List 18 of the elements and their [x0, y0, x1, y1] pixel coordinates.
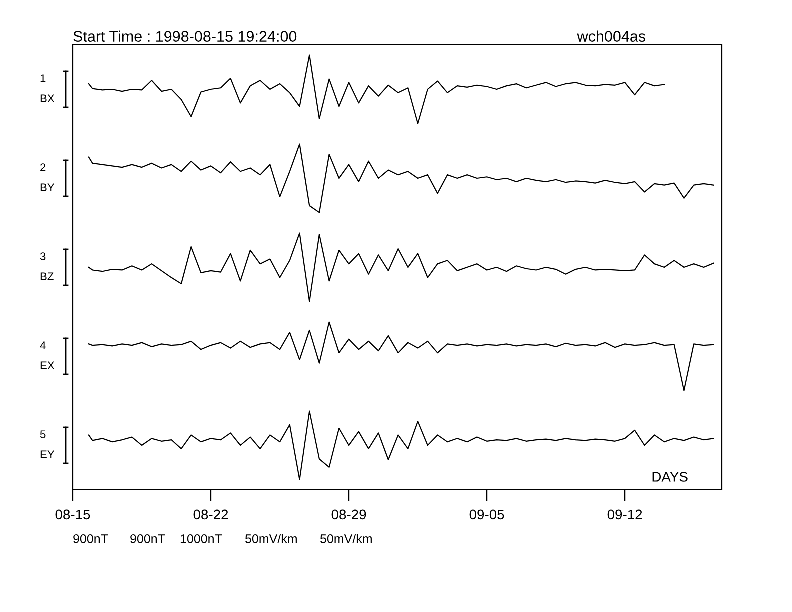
text: 900nT: [130, 534, 166, 544]
x-tick-label: 08-15: [56, 510, 90, 520]
y-axis-title: 1 BX: [40, 74, 55, 102]
y-axis-title: 5 EY: [40, 430, 55, 458]
chart-title: Start Time : 1998-08-15 19:24:00: [74, 30, 297, 42]
text: 50mV/km: [320, 534, 372, 544]
x-tick-label: 08-22: [194, 510, 228, 520]
y-axis-title: 3 BZ: [40, 252, 54, 280]
y-axis-title: 2 BY: [40, 164, 55, 192]
chart-subtitle: wch004as: [577, 30, 646, 42]
y-axis-title: 4 EX: [40, 342, 55, 370]
x-axis-title: DAYS: [652, 472, 688, 482]
x-tick-label: 09-05: [470, 510, 504, 520]
x-tick-label: 09-12: [608, 510, 642, 520]
text: 900nT: [74, 534, 108, 544]
x-tick-label: 08-29: [332, 510, 366, 520]
text: 1000nT: [180, 534, 222, 544]
text: 50mV/km: [246, 534, 297, 544]
